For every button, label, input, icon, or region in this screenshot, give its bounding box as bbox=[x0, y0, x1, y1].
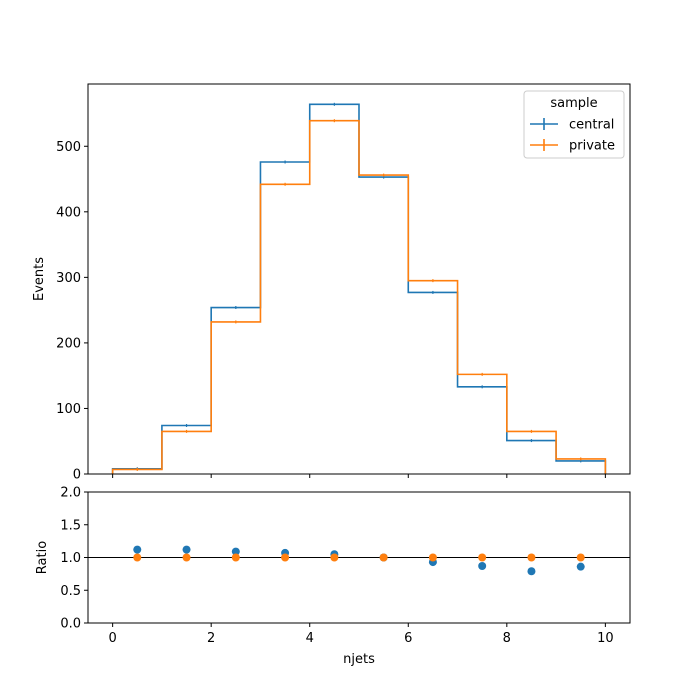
ratio-y-axis-label: Ratio bbox=[35, 541, 50, 574]
main-axes-frame bbox=[87, 83, 631, 475]
ratio-x-tick-label: 0 bbox=[108, 631, 116, 646]
series-line-private bbox=[111, 119, 607, 474]
ratio-point-private bbox=[330, 553, 339, 562]
ratio-y-tick-label: 1.5 bbox=[60, 518, 81, 533]
legend-box bbox=[523, 90, 625, 159]
ratio-point-private bbox=[379, 553, 388, 562]
y-tick-label: 400 bbox=[56, 205, 81, 220]
histogram-panel: 0 100 200 300 400 500 Events sample central priva… bbox=[32, 83, 631, 483]
legend-title: sample bbox=[550, 96, 597, 111]
ratio-point-private bbox=[231, 553, 240, 562]
ratio-point-private bbox=[182, 553, 191, 562]
ratio-point-central bbox=[231, 547, 240, 556]
ratio-point-private bbox=[527, 553, 536, 562]
ratio-point-private bbox=[133, 553, 142, 562]
legend-label-private: private bbox=[569, 139, 615, 154]
ratio-point-private bbox=[576, 553, 585, 562]
ratio-x-tick-label: 4 bbox=[306, 631, 314, 646]
ratio-panel: 0.0 0.5 1.0 1.5 2.0 0 2 4 6 8 10 Ratio njets bbox=[35, 486, 631, 667]
x-axis-label: njets bbox=[343, 652, 375, 667]
ratio-point-central bbox=[527, 567, 536, 576]
ratio-point-private bbox=[478, 553, 487, 562]
ratio-x-tick-label: 10 bbox=[597, 631, 614, 646]
y-tick-label: 200 bbox=[56, 336, 81, 351]
y-tick-label: 300 bbox=[56, 271, 81, 286]
ratio-point-private bbox=[281, 553, 290, 562]
ratio-point-central bbox=[133, 545, 142, 554]
ratio-point-central bbox=[478, 562, 487, 571]
ratio-point-private bbox=[428, 553, 437, 562]
y-tick-label: 500 bbox=[56, 140, 81, 155]
legend-label-central: central bbox=[569, 118, 614, 133]
ratio-point-central bbox=[576, 562, 585, 571]
ratio-y-tick-label: 0.0 bbox=[60, 617, 81, 632]
main-y-axis-label: Events bbox=[32, 257, 47, 301]
legend: sample central private bbox=[523, 90, 625, 159]
ratio-x-tick-label: 2 bbox=[207, 631, 215, 646]
ratio-y-tick-label: 1.0 bbox=[60, 551, 81, 566]
ratio-x-tick-label: 8 bbox=[503, 631, 511, 646]
ratio-x-tick-label: 6 bbox=[404, 631, 412, 646]
ratio-y-tick-label: 0.5 bbox=[60, 584, 81, 599]
y-tick-label: 0 bbox=[73, 468, 81, 483]
ratio-y-tick-label: 2.0 bbox=[60, 486, 81, 501]
y-tick-label: 100 bbox=[56, 402, 81, 417]
ratio-point-central bbox=[182, 545, 191, 554]
